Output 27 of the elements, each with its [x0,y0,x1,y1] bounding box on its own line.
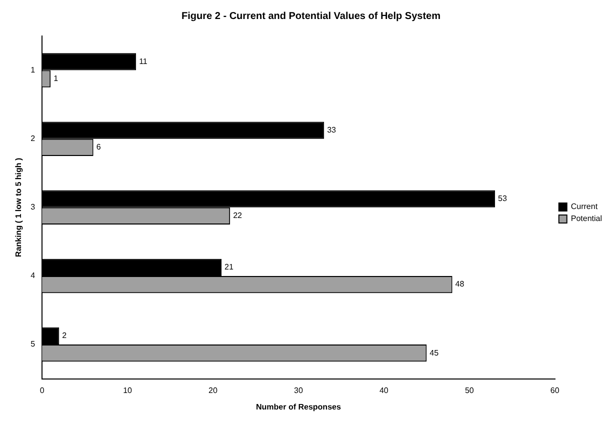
x-tick-label: 0 [40,386,45,395]
y-tick-label: 3 [30,202,36,212]
x-tick-label: 10 [123,386,133,395]
legend-label: Current [570,202,598,212]
chart-title: Figure 2 - Current and Potential Values of Help System [182,10,441,22]
x-axis-title: Number of Responses [256,402,342,412]
x-tick-label: 40 [379,386,389,395]
data-label: 53 [498,194,508,204]
data-label: 45 [430,348,440,358]
data-label: 11 [139,56,148,66]
x-tick-label: 20 [208,386,218,395]
y-tick-label: 4 [30,271,36,280]
y-tick-label: 2 [30,134,36,144]
data-label: 2 [62,331,68,340]
y-tick-label: 5 [30,340,36,349]
x-tick-label: 50 [464,386,474,395]
x-tick-label: 30 [294,386,304,395]
data-label: 22 [233,211,243,220]
data-label: 6 [96,142,102,152]
x-tick-label: 60 [550,386,560,395]
y-tick-label: 1 [30,65,36,74]
legend-label: Potential [570,214,602,224]
data-label: 21 [224,262,234,272]
data-label: 1 [54,74,59,84]
data-label: 33 [327,125,337,134]
data-label: 48 [455,280,465,289]
y-axis-title: Ranking ( 1 low to 5 high ) [14,158,24,257]
